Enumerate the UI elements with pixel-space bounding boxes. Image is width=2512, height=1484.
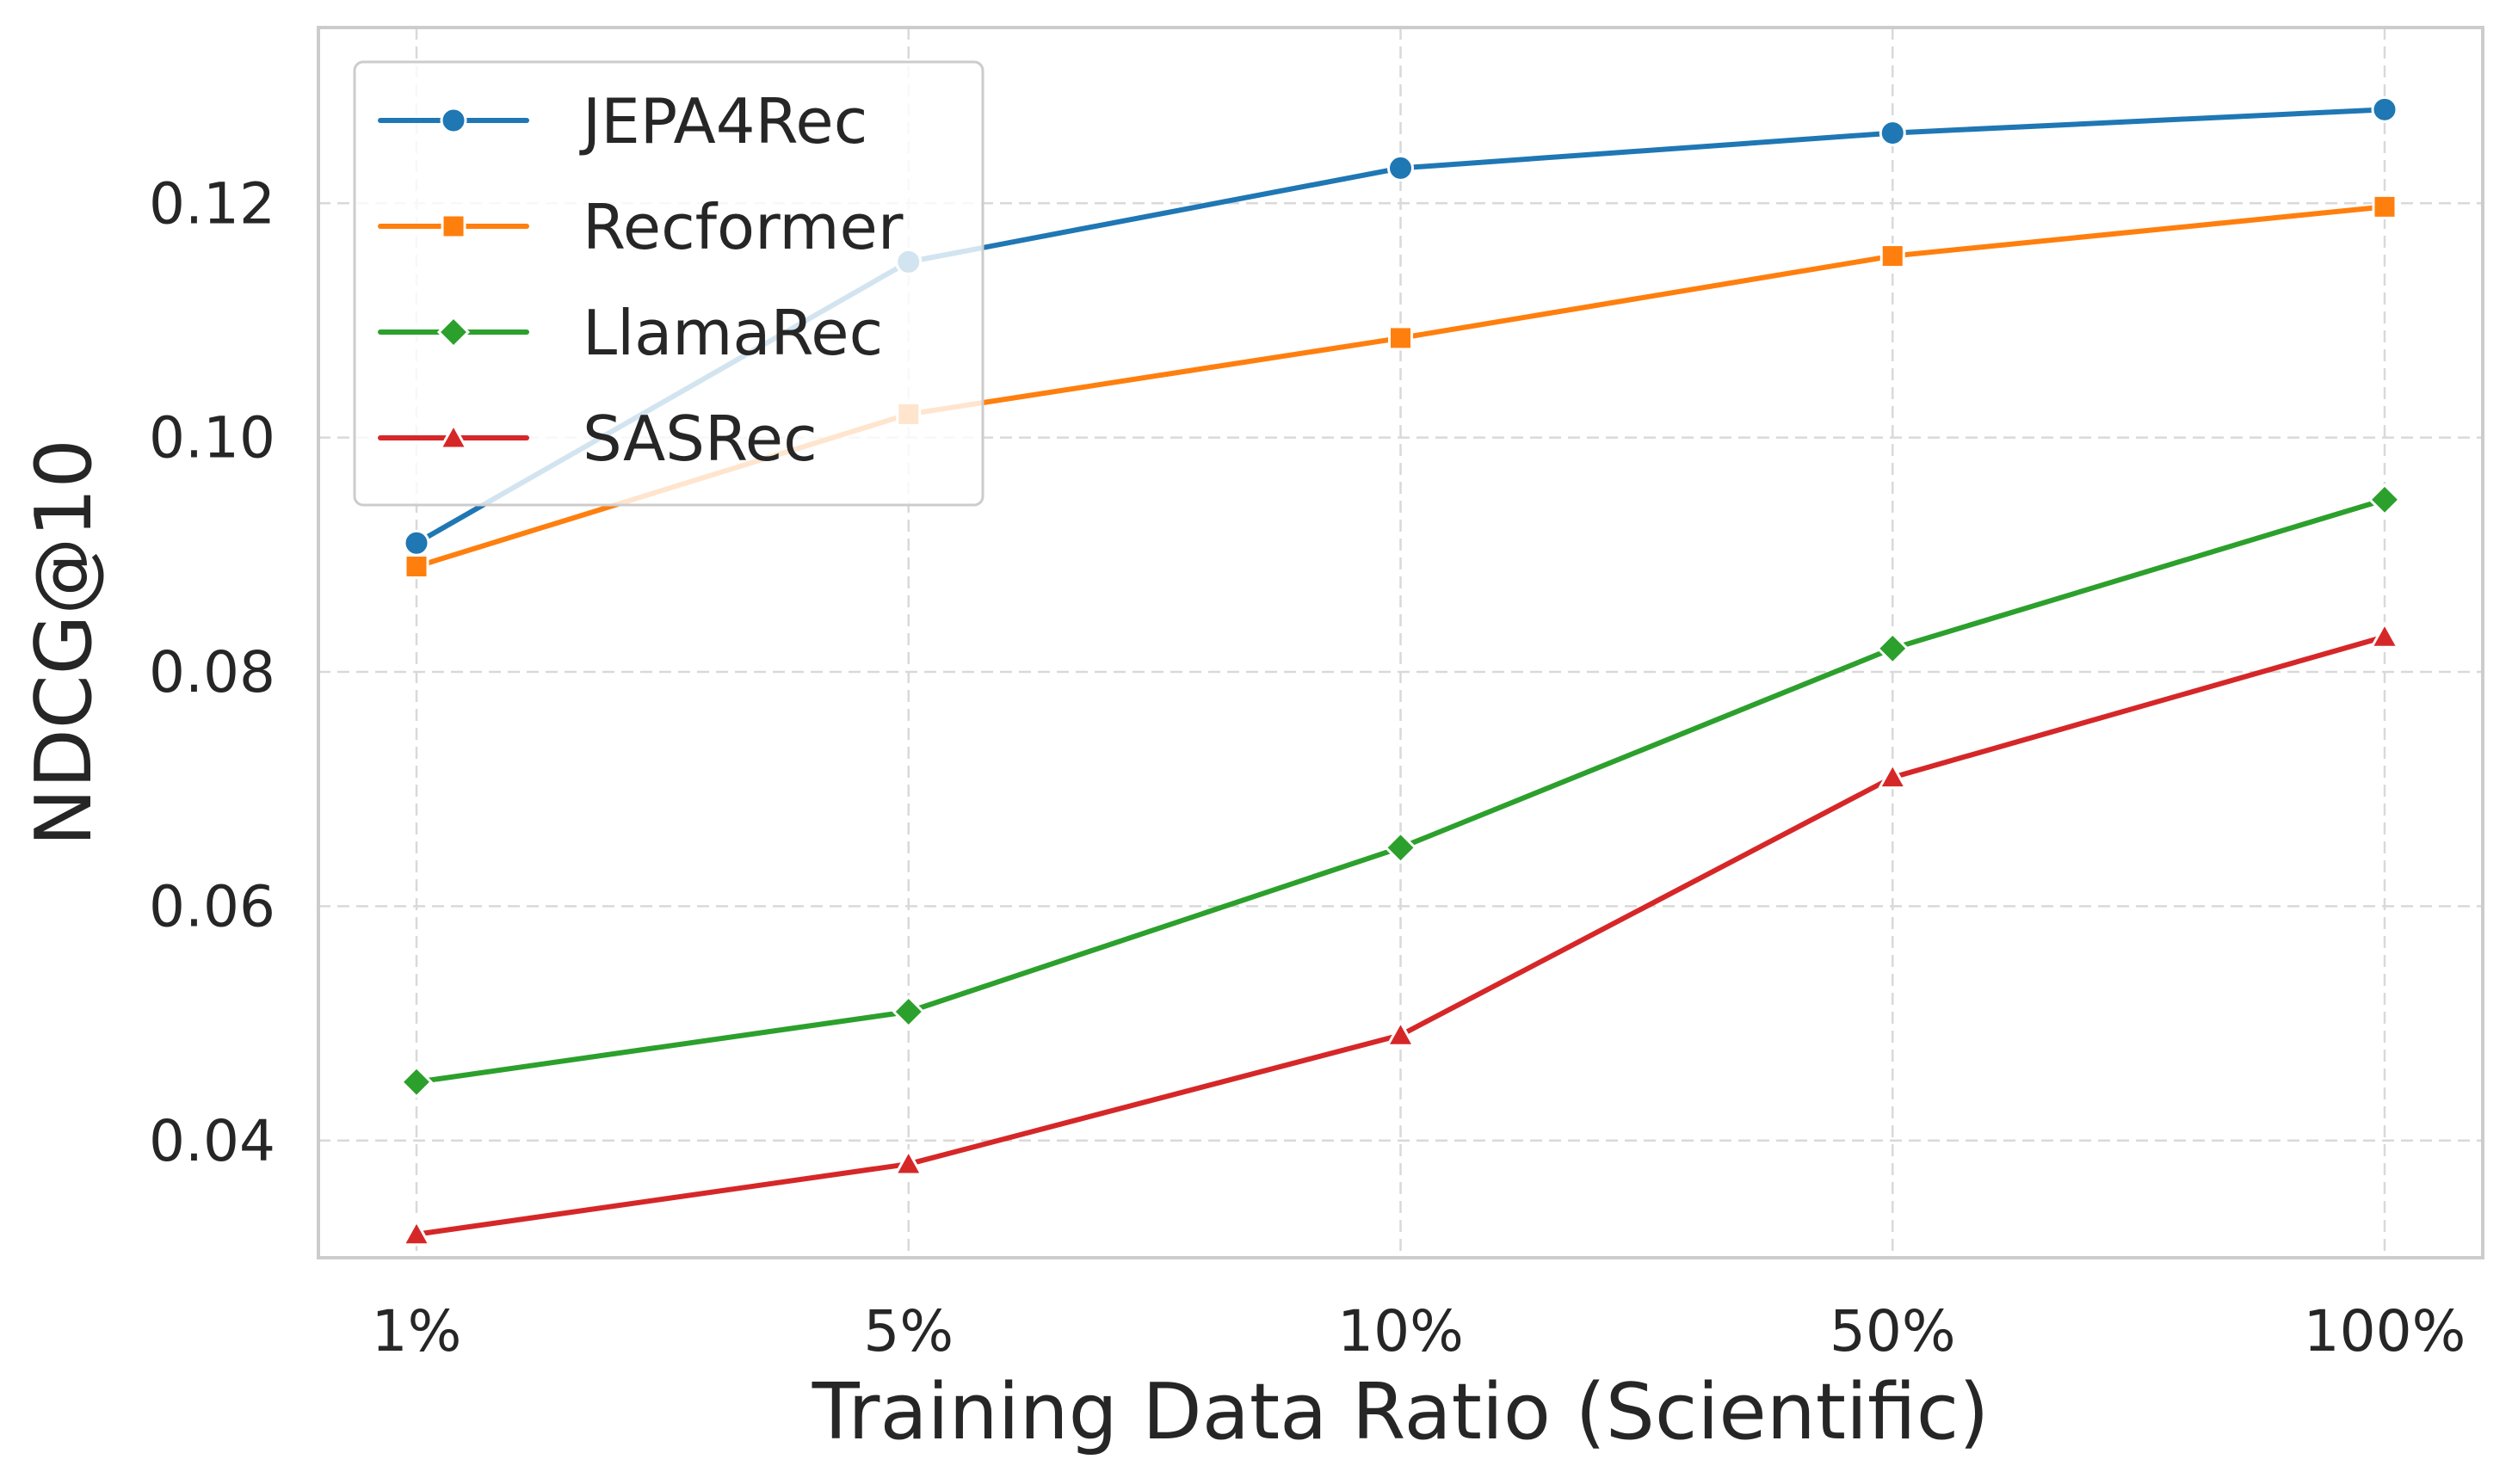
- y-tick-label: 0.08: [149, 639, 275, 705]
- y-tick-label: 0.12: [149, 170, 275, 237]
- data-point: [892, 994, 925, 1029]
- legend-label: LlamaRec: [583, 297, 883, 369]
- data-point: [1876, 631, 1910, 665]
- x-tick-label: 5%: [863, 1298, 954, 1364]
- data-point: [1877, 761, 1908, 790]
- y-tick-label: 0.06: [149, 873, 275, 939]
- x-tick-label: 10%: [1337, 1298, 1464, 1364]
- legend-marker: [440, 107, 467, 134]
- data-point: [1387, 154, 1414, 182]
- data-point: [1388, 325, 1413, 351]
- legend-marker: [436, 315, 471, 349]
- legend: JEPA4Rec Recformer LlamaRec SASRec: [353, 60, 984, 507]
- data-point: [2372, 194, 2398, 219]
- x-tick-label: 1%: [372, 1298, 462, 1364]
- x-axis-label: Training Data Ratio (Scientific): [812, 1367, 1990, 1457]
- tick-layer: 1% 5% 10% 50% 100% 0.04 0.06 0.08 0.10 0.12: [149, 170, 2466, 1364]
- legend-entry: JEPA4Rec: [378, 85, 867, 157]
- legend-label: Recformer: [583, 191, 904, 263]
- data-point: [403, 529, 430, 557]
- x-tick-label: 100%: [2304, 1298, 2466, 1364]
- data-point: [1384, 831, 1417, 865]
- data-point: [1879, 243, 1905, 269]
- legend-entry: LlamaRec: [378, 297, 883, 369]
- y-tick-label: 0.04: [149, 1108, 275, 1174]
- legend-marker: [441, 213, 466, 239]
- legend-label: JEPA4Rec: [579, 85, 867, 157]
- plot-frame: [317, 26, 2484, 1259]
- y-axis-label: NDCG@10: [19, 439, 109, 847]
- data-point: [2369, 621, 2400, 649]
- data-point: [399, 1065, 434, 1099]
- data-point: [401, 1218, 432, 1247]
- legend-label: SASRec: [583, 403, 818, 475]
- y-tick-label: 0.10: [149, 405, 275, 471]
- data-point: [2367, 483, 2402, 516]
- data-point: [893, 1148, 924, 1176]
- legend-box: [353, 60, 984, 507]
- series-llamarec: [399, 483, 2402, 1099]
- data-point: [1879, 120, 1906, 147]
- legend-entries: JEPA4Rec Recformer LlamaRec SASRec: [378, 85, 904, 475]
- data-point: [2371, 95, 2398, 123]
- legend-entry: Recformer: [378, 191, 904, 263]
- data-point: [404, 553, 429, 579]
- data-point: [1385, 1019, 1416, 1047]
- legend-marker: [438, 422, 469, 450]
- legend-entry: SASRec: [378, 403, 818, 475]
- x-tick-label: 50%: [1830, 1298, 1956, 1364]
- series-sasrec: [401, 621, 2400, 1247]
